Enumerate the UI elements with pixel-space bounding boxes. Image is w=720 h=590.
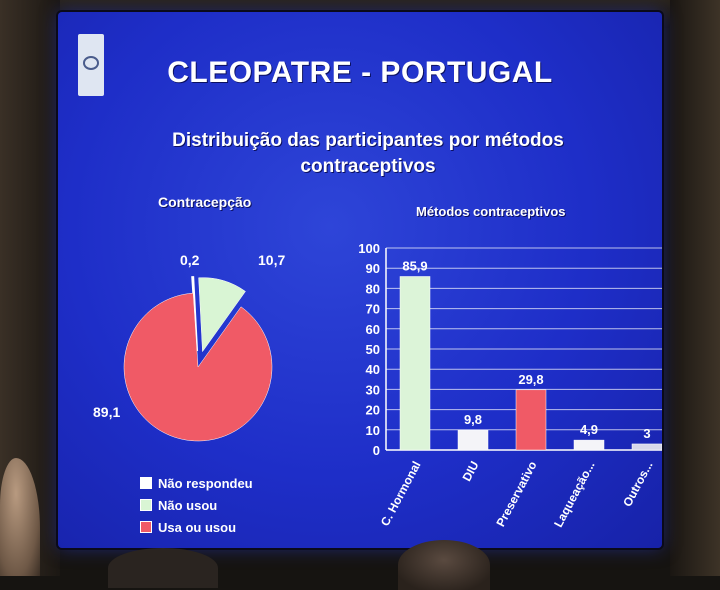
pie-slice-2: [123, 292, 273, 442]
legend-label: Usa ou usou: [158, 519, 237, 535]
y-tick-label: 90: [366, 261, 380, 276]
legend-swatch: [140, 521, 152, 533]
bar-value-label-1: 9,8: [464, 412, 482, 427]
bar-value-label-0: 85,9: [402, 258, 427, 273]
bar-chart: 0 10 20 30 40 50 60 70 80 90 100 85,9 C. Hormonal 9,8…: [358, 241, 662, 530]
y-tick-label: 50: [366, 342, 380, 357]
pie-value-label-0: 0,2: [180, 252, 200, 268]
pie-chart: 0,2 10,7 89,1: [93, 252, 285, 442]
legend-item-usa-ou-usou: Usa ou usou: [140, 516, 253, 538]
legend-label: Não respondeu: [158, 475, 253, 491]
slide-title: CLEOPATRE - PORTUGAL: [167, 56, 553, 89]
bar-0: [399, 276, 431, 451]
institution-logo: [78, 34, 104, 96]
y-tick-label: 0: [373, 443, 380, 458]
room-wall-right: [670, 0, 720, 576]
bar-value-label-2: 29,8: [518, 372, 543, 387]
x-category-label-1: DIU: [460, 459, 482, 484]
pie-value-label-2: 89,1: [93, 404, 120, 420]
bar-4: [631, 443, 662, 451]
x-category-label-2: Preservativo: [493, 459, 539, 529]
pie-slice-1: [198, 277, 246, 353]
slide-subtitle: Distribuição das participantes por métod…: [118, 128, 618, 180]
logo-emblem-icon: [83, 56, 99, 70]
audience-head-center-left: [108, 548, 218, 588]
y-tick-label: 20: [366, 403, 380, 418]
pie-chart-title: Contracepção: [158, 194, 252, 210]
x-category-label-4: Outros...: [620, 459, 656, 509]
y-tick-label: 70: [366, 302, 380, 317]
legend-label: Não usou: [158, 497, 218, 513]
legend-item-nao-respondeu: Não respondeu: [140, 472, 253, 494]
legend-swatch: [140, 499, 152, 511]
projection-screen: CLEOPATRE - PORTUGAL Distribuição das pa…: [58, 12, 662, 548]
y-tick-label: 100: [358, 241, 380, 256]
y-tick-label: 10: [366, 423, 380, 438]
bar-chart-title: Métodos contraceptivos: [416, 204, 566, 219]
bar-value-label-3: 4,9: [580, 422, 598, 437]
y-tick-label: 30: [366, 382, 380, 397]
audience-head-center: [398, 540, 490, 590]
bar-2: [515, 389, 547, 451]
pie-value-label-1: 10,7: [258, 252, 285, 268]
x-category-label-3: Laqueação...: [551, 459, 597, 530]
pie-legend: Não respondeu Não usou Usa ou usou: [140, 472, 253, 538]
bar-value-label-4: 3: [643, 426, 650, 441]
subtitle-line-1: Distribuição das participantes por métod…: [172, 130, 564, 151]
y-tick-label: 80: [366, 281, 380, 296]
legend-swatch: [140, 477, 152, 489]
y-tick-label: 60: [366, 322, 380, 337]
subtitle-line-2: contraceptivos: [300, 156, 436, 177]
bar-1: [457, 429, 489, 451]
legend-item-nao-usou: Não usou: [140, 494, 253, 516]
bar-3: [573, 439, 605, 451]
y-tick-label: 40: [366, 362, 380, 377]
x-category-label-0: C. Hormonal: [378, 459, 424, 529]
